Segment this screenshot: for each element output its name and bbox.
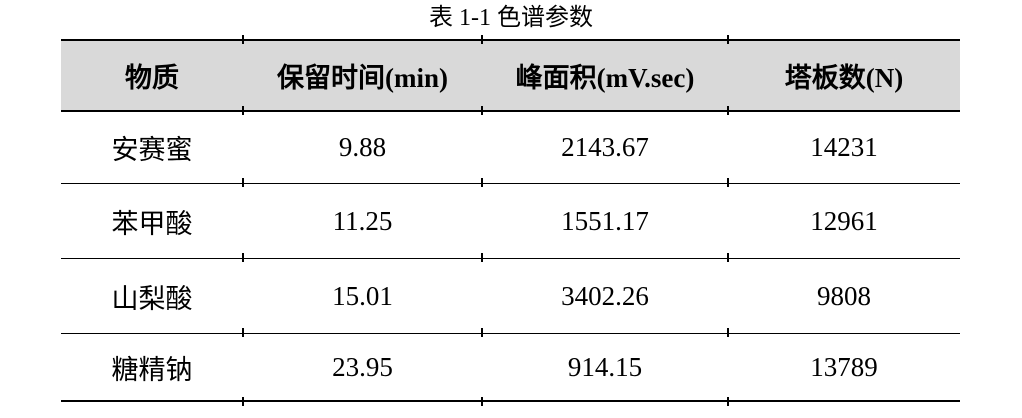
peak-area-cell: 1551.17: [481, 177, 728, 259]
table-row: 安赛蜜 9.88 2143.67 14231: [61, 105, 960, 184]
retention-time-cell: 9.88: [242, 105, 482, 184]
substance-cell: 安赛蜜: [61, 111, 243, 184]
header-cell-retention-time: 保留时间(min): [242, 36, 482, 112]
peak-area-cell: 914.15: [481, 327, 728, 405]
table-caption: 表 1-1 色谱参数: [429, 5, 593, 31]
plate-number-cell: 13789: [727, 327, 960, 405]
peak-area-cell: 2143.67: [481, 105, 728, 184]
plate-number-cell: 9808: [727, 252, 960, 334]
table-row: 糖精钠 23.95 914.15 13789: [61, 327, 960, 405]
header-cell-substance: 物质: [61, 39, 243, 112]
substance-cell: 糖精钠: [61, 333, 243, 402]
retention-time-cell: 23.95: [242, 327, 482, 405]
plate-number-cell: 12961: [727, 177, 960, 259]
header-row: 物质 保留时间(min) 峰面积(mV.sec) 塔板数(N): [61, 36, 960, 112]
header-cell-peak-area: 峰面积(mV.sec): [481, 36, 728, 112]
table-row: 山梨酸 15.01 3402.26 9808: [61, 252, 960, 334]
retention-time-cell: 11.25: [242, 177, 482, 259]
retention-time-cell: 15.01: [242, 252, 482, 334]
header-cell-plate-number: 塔板数(N): [727, 36, 960, 112]
peak-area-cell: 3402.26: [481, 252, 728, 334]
table-row: 苯甲酸 11.25 1551.17 12961: [61, 177, 960, 259]
substance-cell: 山梨酸: [61, 258, 243, 334]
plate-number-cell: 14231: [727, 105, 960, 184]
substance-cell: 苯甲酸: [61, 183, 243, 259]
chromatography-parameters-table: 物质 保留时间(min) 峰面积(mV.sec) 塔板数(N) 安赛蜜 9.88…: [61, 36, 960, 405]
